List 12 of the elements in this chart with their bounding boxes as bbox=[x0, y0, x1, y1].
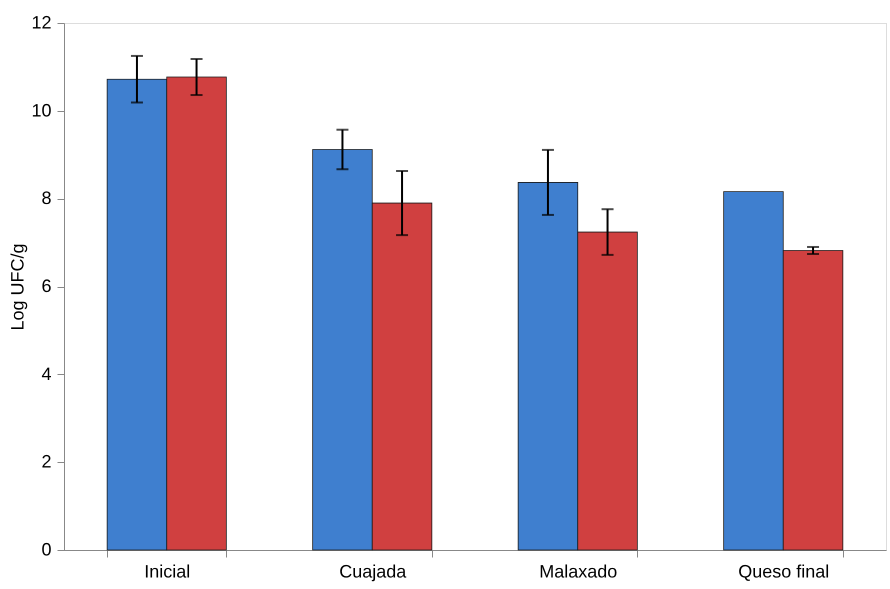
y-axis-title: Log UFC/g bbox=[7, 243, 28, 331]
y-tick-label: 8 bbox=[41, 188, 52, 208]
x-tick-label: Queso final bbox=[738, 562, 830, 582]
y-tick-label: 2 bbox=[41, 452, 52, 472]
y-tick-label: 12 bbox=[31, 12, 52, 32]
y-tick-label: 6 bbox=[41, 276, 52, 296]
x-tick-label: Inicial bbox=[144, 562, 190, 582]
y-tick-label: 4 bbox=[41, 364, 52, 384]
y-tick-label: 10 bbox=[31, 100, 52, 120]
y-tick-label: 0 bbox=[41, 540, 52, 560]
x-tick-label: Malaxado bbox=[539, 562, 618, 582]
x-tick-label: Cuajada bbox=[339, 562, 408, 582]
